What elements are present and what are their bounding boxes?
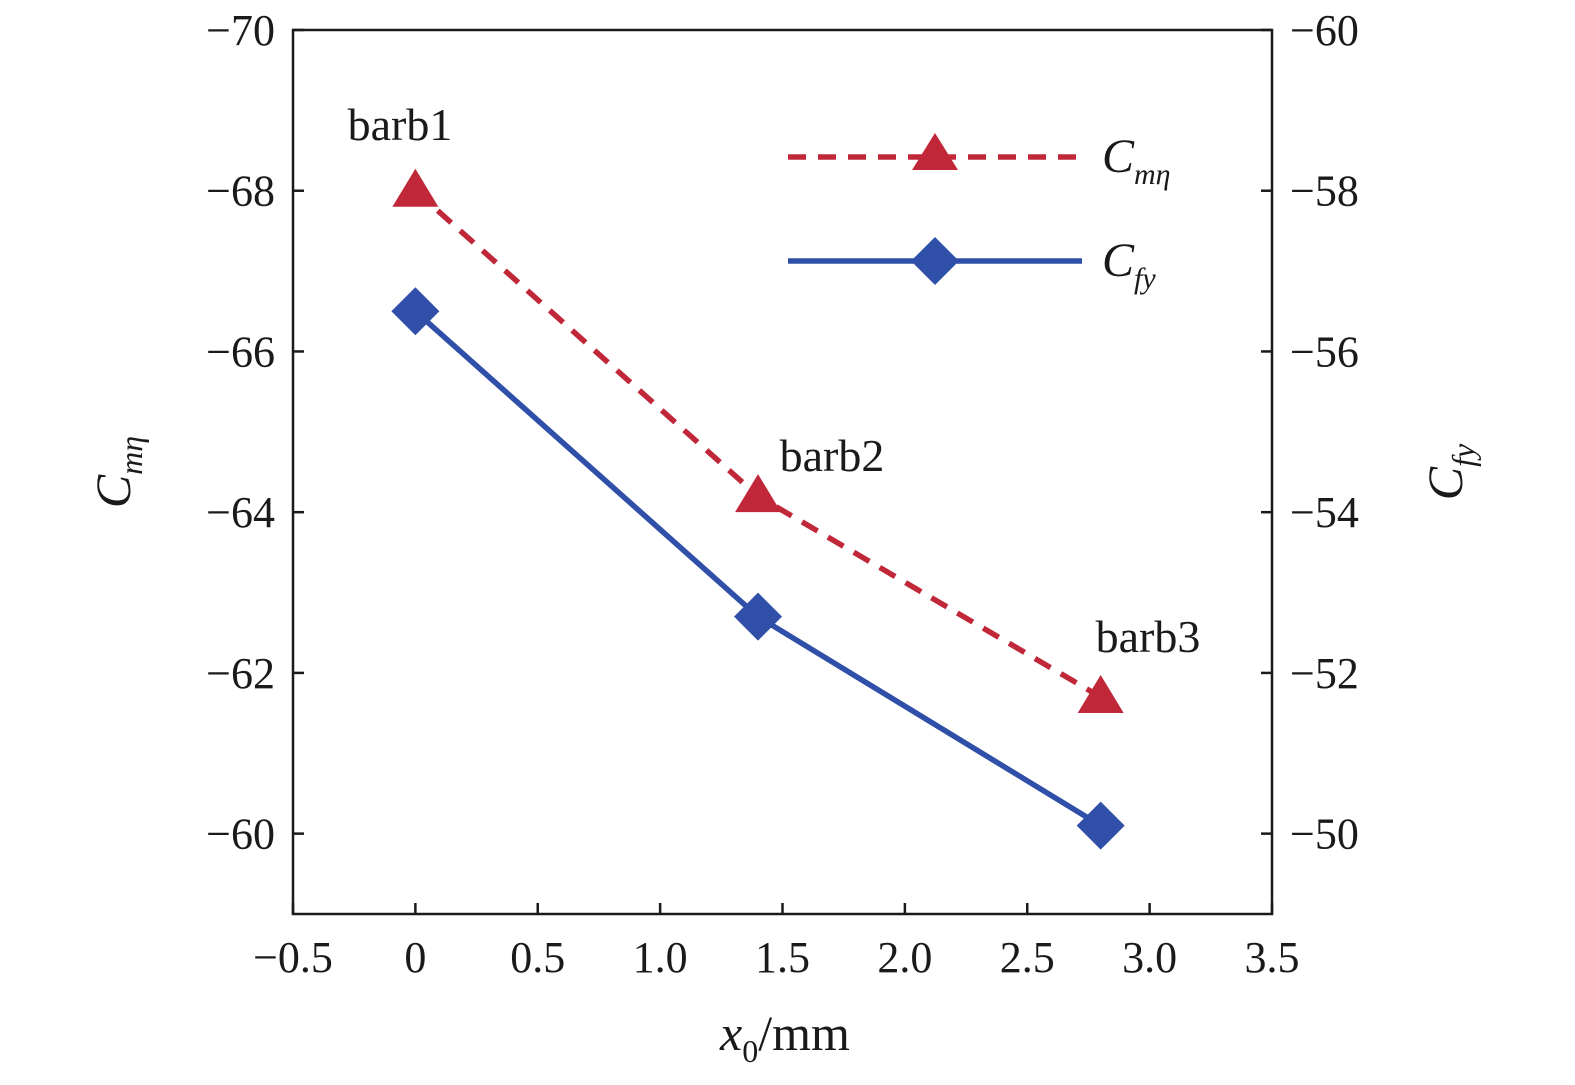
x-tick-label: 2.0 — [877, 933, 932, 982]
legend-cfy-sub: fy — [1134, 262, 1156, 295]
x-tick-label: 3.5 — [1245, 933, 1300, 982]
y-left-axis-title: Cmη — [85, 436, 149, 508]
y-right-axis-title: Cfy — [1417, 443, 1481, 500]
y-left-tick-label: −66 — [206, 327, 275, 376]
annotations: barb1 barb2 barb3 — [348, 99, 1201, 662]
x-axis-title: x0/mm — [719, 1005, 850, 1069]
y-left-tick-label: −60 — [206, 810, 275, 859]
series-layer — [391, 168, 1125, 850]
legend-marker-diamond — [911, 237, 959, 285]
legend-label-cmeta: Cmη — [1102, 130, 1171, 191]
data-point-diamond — [391, 287, 440, 336]
y-left-title-sub: mη — [113, 436, 149, 475]
legend-cmeta-sub: mη — [1134, 158, 1171, 191]
y-right-tick-label: −52 — [1290, 649, 1359, 698]
x-tick-label: −0.5 — [253, 933, 333, 982]
y-left-tick-label: −64 — [206, 488, 275, 537]
annotation-barb2: barb2 — [780, 430, 885, 481]
legend-label-cfy: Cfy — [1102, 234, 1156, 295]
x-tick-label: 0 — [404, 933, 426, 982]
data-point-triangle — [735, 474, 782, 513]
y-right-tick-label: −60 — [1290, 6, 1359, 55]
x-axis-title-main: x — [719, 1005, 742, 1061]
y-right-tick-label: −50 — [1290, 810, 1359, 859]
legend-cmeta-main: C — [1102, 130, 1135, 183]
x-tick-label: 1.5 — [755, 933, 810, 982]
x-axis-title-unit: /mm — [758, 1005, 850, 1061]
series-line-cfy — [413, 309, 1103, 828]
data-point-diamond — [734, 592, 783, 641]
tick-labels: −0.5 0 0.5 1.0 1.5 2.0 2.5 3.0 3.5 −70 −68 −66 −64 −6… — [206, 6, 1359, 982]
data-point-triangle — [392, 168, 439, 207]
data-point-diamond — [1076, 801, 1125, 850]
y-left-title-main: C — [85, 474, 141, 508]
y-left-tick-label: −70 — [206, 6, 275, 55]
x-tick-label: 2.5 — [1000, 933, 1055, 982]
legend-cfy-main: C — [1102, 234, 1135, 287]
legend: Cmη Cfy — [788, 130, 1171, 295]
annotation-barb3: barb3 — [1096, 611, 1201, 662]
y-right-tick-label: −58 — [1290, 167, 1359, 216]
y-right-title-main: C — [1417, 466, 1473, 500]
legend-marker-triangle — [912, 133, 958, 170]
tick-marks — [291, 28, 1274, 914]
y-left-tick-label: −68 — [206, 167, 275, 216]
x-tick-label: 3.0 — [1122, 933, 1177, 982]
x-tick-label: 1.0 — [633, 933, 688, 982]
x-axis-title-sub: 0 — [742, 1033, 758, 1069]
x-tick-label: 0.5 — [510, 933, 565, 982]
y-right-title-sub: fy — [1445, 443, 1481, 467]
data-point-triangle — [1077, 675, 1124, 714]
y-right-tick-label: −54 — [1290, 488, 1359, 537]
annotation-barb1: barb1 — [348, 99, 453, 150]
y-left-tick-label: −62 — [206, 649, 275, 698]
y-right-tick-label: −56 — [1290, 327, 1359, 376]
